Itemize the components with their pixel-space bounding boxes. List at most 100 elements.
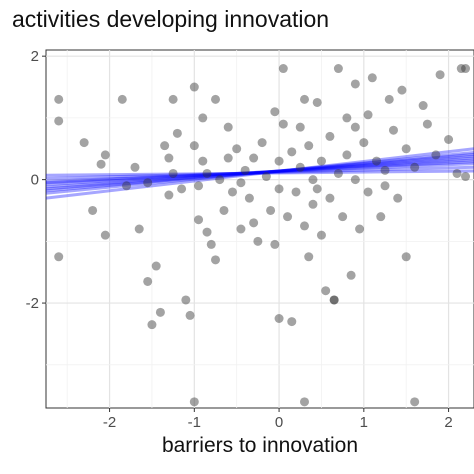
fit-line [45, 154, 474, 191]
data-point [79, 138, 89, 148]
data-point [54, 94, 64, 104]
x-tick-label: 1 [360, 414, 368, 431]
data-point [291, 187, 301, 197]
data-point [350, 175, 360, 185]
data-point [397, 85, 407, 95]
data-point [189, 141, 199, 151]
data-point [240, 165, 250, 175]
data-point [100, 150, 110, 160]
fit-line [45, 162, 474, 183]
data-point [274, 184, 284, 194]
data-point [274, 314, 284, 323]
data-point [355, 224, 365, 234]
data-point [363, 187, 373, 197]
data-point [435, 70, 445, 80]
data-point [100, 230, 110, 240]
grid-lines [46, 50, 474, 408]
x-ticks: -2 -1 0 1 2 [103, 408, 453, 431]
data-point [223, 122, 233, 132]
x-tick-label: -1 [188, 414, 201, 431]
data-point [325, 131, 335, 141]
data-point [194, 181, 204, 191]
data-point [372, 156, 382, 166]
data-point [295, 122, 305, 132]
data-point [418, 101, 428, 111]
y-tick-label: 0 [31, 172, 39, 189]
data-point [299, 221, 309, 231]
data-point [147, 320, 157, 330]
data-point [261, 172, 271, 182]
data-point [350, 122, 360, 132]
fit-line [45, 165, 474, 180]
data-point [198, 113, 208, 123]
data-point [270, 239, 280, 249]
data-point [253, 236, 263, 246]
data-point [295, 162, 305, 172]
data-point [312, 97, 322, 107]
data-point [143, 276, 153, 286]
data-point [206, 239, 216, 249]
data-point [287, 317, 297, 327]
data-point [185, 310, 195, 320]
y-tick-label: 2 [31, 48, 39, 65]
data-point [194, 215, 204, 225]
data-point [333, 64, 343, 74]
data-point [283, 212, 293, 222]
data-point [172, 128, 182, 138]
data-point [316, 230, 326, 240]
data-point [143, 178, 153, 188]
data-point [461, 64, 471, 74]
data-point [54, 252, 64, 262]
data-point [117, 94, 127, 104]
data-point [88, 205, 98, 215]
data-point [321, 286, 331, 296]
data-point [211, 94, 221, 104]
data-point [299, 397, 309, 407]
data-point [444, 135, 454, 144]
data-point [160, 141, 170, 151]
x-tick-label: 0 [275, 414, 283, 431]
data-point [155, 307, 165, 317]
fit-line [45, 156, 474, 189]
data-point [249, 153, 259, 163]
data-point [338, 212, 348, 222]
data-point [278, 64, 288, 74]
data-point [316, 156, 326, 166]
data-point [461, 172, 471, 182]
data-point [359, 138, 369, 148]
data-point [198, 156, 208, 166]
data-point [164, 190, 174, 200]
data-point [325, 193, 335, 203]
fit-line [45, 169, 474, 177]
data-point [342, 150, 352, 160]
fit-line [45, 147, 474, 200]
data-point [96, 159, 106, 169]
data-point [376, 212, 386, 222]
data-point [211, 255, 221, 265]
data-point [189, 397, 199, 407]
data-point [299, 94, 309, 104]
data-point [312, 184, 322, 194]
data-point [346, 270, 356, 280]
data-point [151, 261, 161, 271]
data-point [384, 94, 394, 104]
data-point [274, 156, 284, 166]
data-point [249, 218, 259, 228]
data-point [215, 175, 225, 185]
data-point [202, 227, 212, 237]
fit-line [45, 160, 474, 185]
data-point [367, 73, 377, 83]
data-point [380, 165, 390, 175]
plot-panel [45, 49, 474, 409]
data-point [401, 144, 411, 154]
data-point [130, 162, 140, 172]
x-axis-title: barriers to innovation [161, 434, 359, 457]
data-point [278, 119, 288, 129]
data-point [410, 162, 420, 172]
data-point [422, 119, 432, 129]
data-point [342, 113, 352, 123]
y-tick-label: -2 [26, 295, 39, 312]
data-point [304, 141, 314, 151]
data-point [122, 181, 132, 191]
data-point [219, 205, 229, 215]
